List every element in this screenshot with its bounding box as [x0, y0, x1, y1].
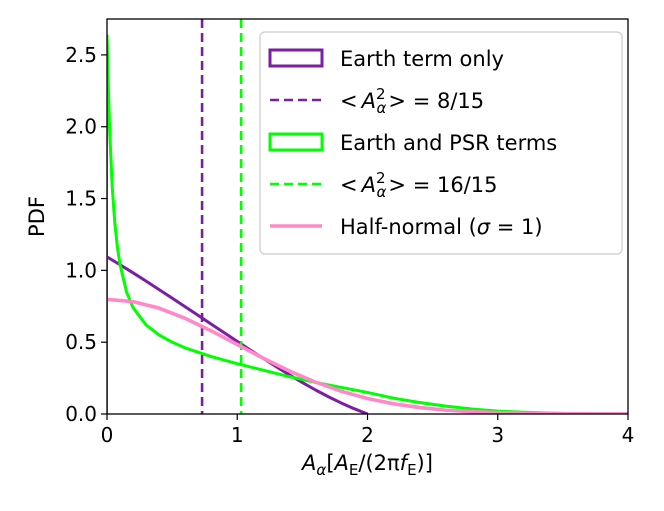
xlabel-close: )]: [417, 451, 433, 475]
x-tick-label: 4: [622, 423, 635, 447]
xlabel-open: [: [326, 451, 334, 475]
legend-sup: 2: [376, 169, 386, 187]
legend-label-1: < A2 α> = 8/15: [340, 85, 484, 117]
xlabel-alpha-sub: α: [316, 461, 326, 479]
x-tick-label: 1: [231, 423, 244, 447]
x-tick-label: 0: [101, 423, 114, 447]
legend-sup: 2: [376, 85, 386, 103]
legend-sub: α: [377, 183, 387, 201]
series-0-line: [107, 255, 369, 414]
legend-a: A: [360, 173, 376, 197]
legend-value: > = 16/15: [388, 173, 497, 197]
y-tick-label: 1.5: [65, 187, 97, 211]
legend-lt: <: [340, 173, 358, 197]
series-4-line: [107, 297, 628, 414]
legend-a: A: [360, 89, 376, 113]
xlabel-a: A: [300, 451, 316, 475]
legend-label-3: < A2 α> = 16/15: [340, 169, 497, 201]
legend-pre: Half-normal (: [340, 215, 477, 239]
legend-lt: <: [340, 89, 358, 113]
legend-label-0: Earth term only: [340, 47, 504, 71]
y-tick-label: 2.5: [65, 43, 97, 67]
legend-value: > = 8/15: [388, 89, 484, 113]
legend-sub: α: [377, 99, 387, 117]
legend-label-2: Earth and PSR terms: [340, 131, 557, 155]
xlabel-f-sub: E: [407, 461, 416, 479]
legend-post: = 1): [490, 215, 543, 239]
y-tick-label: 0.0: [65, 402, 97, 426]
y-tick-label: 0.5: [65, 330, 97, 354]
legend-label-4: Half-normal (σ = 1): [340, 215, 543, 239]
x-tick-label: 3: [491, 423, 504, 447]
x-axis-label: Aα[AE/(2πfE)]: [300, 451, 433, 479]
legend-patch-2: [268, 132, 324, 152]
xlabel-e-sub: E: [349, 461, 358, 479]
legend-sigma: σ: [477, 215, 491, 239]
y-tick-label: 2.0: [65, 115, 97, 139]
xlabel-f: f: [400, 451, 411, 475]
xlabel-ae: A: [333, 451, 349, 475]
xlabel-slash: /(2π: [358, 451, 400, 475]
y-tick-label: 1.0: [65, 258, 97, 282]
y-axis-label: PDF: [25, 196, 49, 237]
legend-box: [259, 31, 623, 255]
x-tick-label: 2: [361, 423, 374, 447]
legend-patch-0: [268, 48, 324, 68]
